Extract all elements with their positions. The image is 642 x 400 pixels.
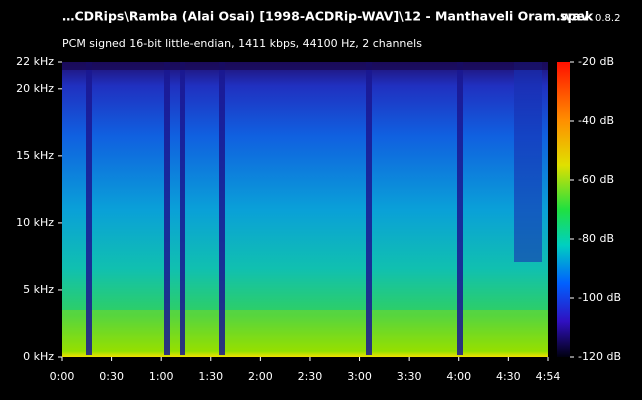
quiet-band [86, 62, 92, 355]
y-tick-label: 0 kHz [23, 350, 54, 363]
color-tick-label: -20 dB [578, 55, 614, 68]
quiet-band [366, 62, 372, 355]
app-name: spek [560, 9, 594, 24]
color-bar [557, 62, 570, 357]
quiet-band [457, 62, 463, 355]
x-tick-label: 4:00 [446, 370, 471, 383]
x-tick-label: 1:00 [149, 370, 174, 383]
low-band [62, 310, 548, 350]
spectrogram [62, 62, 548, 357]
x-tick-label: 3:00 [347, 370, 372, 383]
x-tick-label: 0:00 [50, 370, 75, 383]
color-tick-label: -40 dB [578, 114, 614, 127]
x-tick-label: 2:30 [298, 370, 323, 383]
y-tick-label: 5 kHz [23, 283, 54, 296]
color-tick-label: -80 dB [578, 232, 614, 245]
chart-title: …CDRips\Ramba (Alai Osai) [1998-ACDRip-W… [62, 9, 589, 24]
chart-subtitle: PCM signed 16-bit little-endian, 1411 kb… [62, 37, 422, 50]
y-tick-label: 22 kHz [16, 55, 54, 68]
quiet-band [180, 62, 185, 355]
x-tick-label: 1:30 [198, 370, 223, 383]
x-tick-label: 0:30 [99, 370, 124, 383]
x-tick-label: 2:00 [248, 370, 273, 383]
quiet-region [514, 62, 542, 262]
color-tick-label: -120 dB [578, 350, 621, 363]
app-version: 0.8.2 [595, 13, 620, 24]
quiet-band [164, 62, 170, 355]
x-tick-label: 4:30 [496, 370, 521, 383]
y-tick-label: 10 kHz [16, 216, 54, 229]
spectrogram-background [62, 62, 548, 357]
color-tick-label: -60 dB [578, 173, 614, 186]
x-tick-label: 3:30 [397, 370, 422, 383]
color-tick-label: -100 dB [578, 291, 621, 304]
y-tick-label: 15 kHz [16, 149, 54, 162]
quiet-band [219, 62, 225, 355]
y-tick-label: 20 kHz [16, 82, 54, 95]
x-tick-label: 4:54 [536, 370, 561, 383]
top-fade [62, 62, 548, 70]
